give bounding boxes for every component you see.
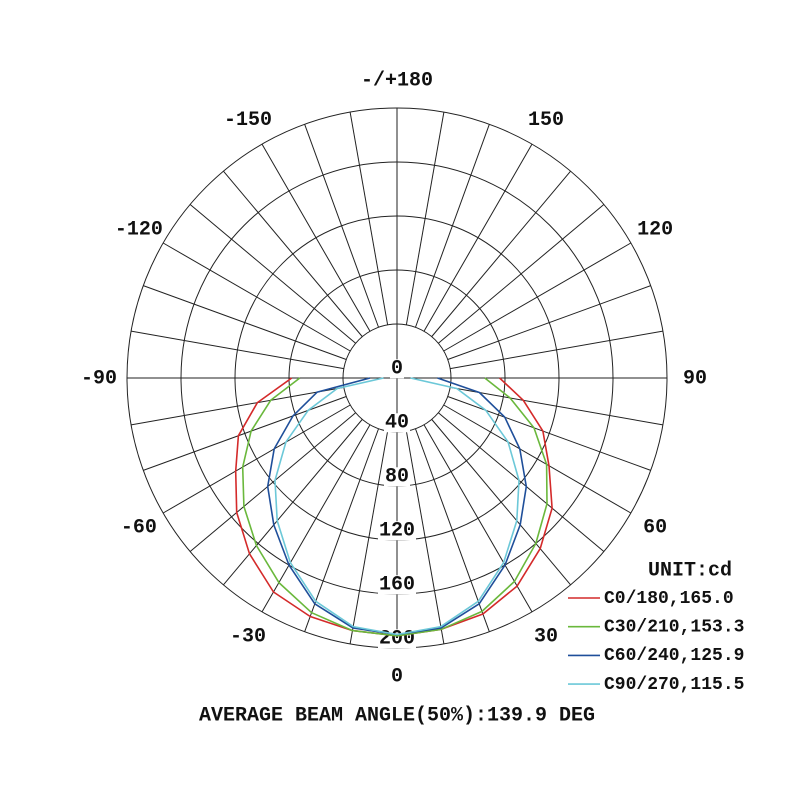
theta-tick-label: 60 xyxy=(643,516,667,539)
theta-tick-label: -30 xyxy=(230,625,266,648)
legend-label: C60/240,125.9 xyxy=(604,646,744,666)
theta-tick-label: -60 xyxy=(121,516,157,539)
series-line xyxy=(274,377,520,636)
theta-tick-label: -150 xyxy=(224,109,272,132)
theta-tick-label: 120 xyxy=(637,218,673,241)
r-tick-label: 40 xyxy=(385,411,409,434)
theta-tick-label: -120 xyxy=(115,218,163,241)
r-tick-label: 120 xyxy=(379,519,415,542)
label-bg xyxy=(383,467,411,487)
legend-label: C30/210,153.3 xyxy=(604,617,744,637)
theta-tick-label: 150 xyxy=(528,109,564,132)
label-bg xyxy=(377,521,417,541)
label-bg xyxy=(377,575,417,595)
r-tick-label: 200 xyxy=(379,627,415,650)
annotation: AVERAGE BEAM ANGLE(50%):139.9 DEG xyxy=(199,704,595,727)
label-bg xyxy=(389,359,405,379)
series-line xyxy=(241,377,548,637)
theta-tick-label: -/+180 xyxy=(361,69,433,92)
label-bg xyxy=(383,413,411,433)
legend-label: C0/180,165.0 xyxy=(604,589,734,609)
theta-tick-label: 30 xyxy=(534,625,558,648)
theta-tick-label: -90 xyxy=(81,367,117,390)
r-tick-label: 160 xyxy=(379,573,415,596)
theta-tick-label: 0 xyxy=(391,665,403,688)
r-tick-label: 0 xyxy=(391,357,403,380)
theta-tick-label: 90 xyxy=(683,367,707,390)
legend-label: C90/270,115.5 xyxy=(604,675,744,695)
r-tick-label: 80 xyxy=(385,465,409,488)
legend-title: UNIT:cd xyxy=(648,559,732,582)
